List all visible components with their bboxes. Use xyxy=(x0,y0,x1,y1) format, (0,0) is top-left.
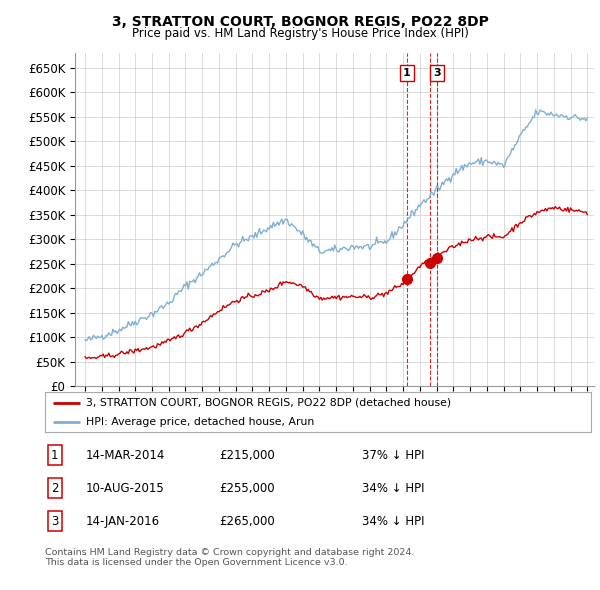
Text: £215,000: £215,000 xyxy=(220,448,275,462)
Text: 37% ↓ HPI: 37% ↓ HPI xyxy=(362,448,424,462)
Text: 10-AUG-2015: 10-AUG-2015 xyxy=(86,481,164,495)
Text: 14-MAR-2014: 14-MAR-2014 xyxy=(86,448,166,462)
Text: 1: 1 xyxy=(51,448,59,462)
Text: 1: 1 xyxy=(403,68,410,78)
Text: Price paid vs. HM Land Registry's House Price Index (HPI): Price paid vs. HM Land Registry's House … xyxy=(131,27,469,40)
Text: 3, STRATTON COURT, BOGNOR REGIS, PO22 8DP (detached house): 3, STRATTON COURT, BOGNOR REGIS, PO22 8D… xyxy=(86,398,451,408)
Text: Contains HM Land Registry data © Crown copyright and database right 2024.
This d: Contains HM Land Registry data © Crown c… xyxy=(45,548,415,567)
Text: 14-JAN-2016: 14-JAN-2016 xyxy=(86,514,160,528)
Text: 3, STRATTON COURT, BOGNOR REGIS, PO22 8DP: 3, STRATTON COURT, BOGNOR REGIS, PO22 8D… xyxy=(112,15,488,30)
Text: £265,000: £265,000 xyxy=(220,514,275,528)
Text: £255,000: £255,000 xyxy=(220,481,275,495)
Text: 3: 3 xyxy=(433,68,441,78)
Text: 34% ↓ HPI: 34% ↓ HPI xyxy=(362,481,424,495)
Text: 34% ↓ HPI: 34% ↓ HPI xyxy=(362,514,424,528)
Text: 3: 3 xyxy=(51,514,59,528)
Text: 2: 2 xyxy=(51,481,59,495)
Text: HPI: Average price, detached house, Arun: HPI: Average price, detached house, Arun xyxy=(86,417,314,427)
